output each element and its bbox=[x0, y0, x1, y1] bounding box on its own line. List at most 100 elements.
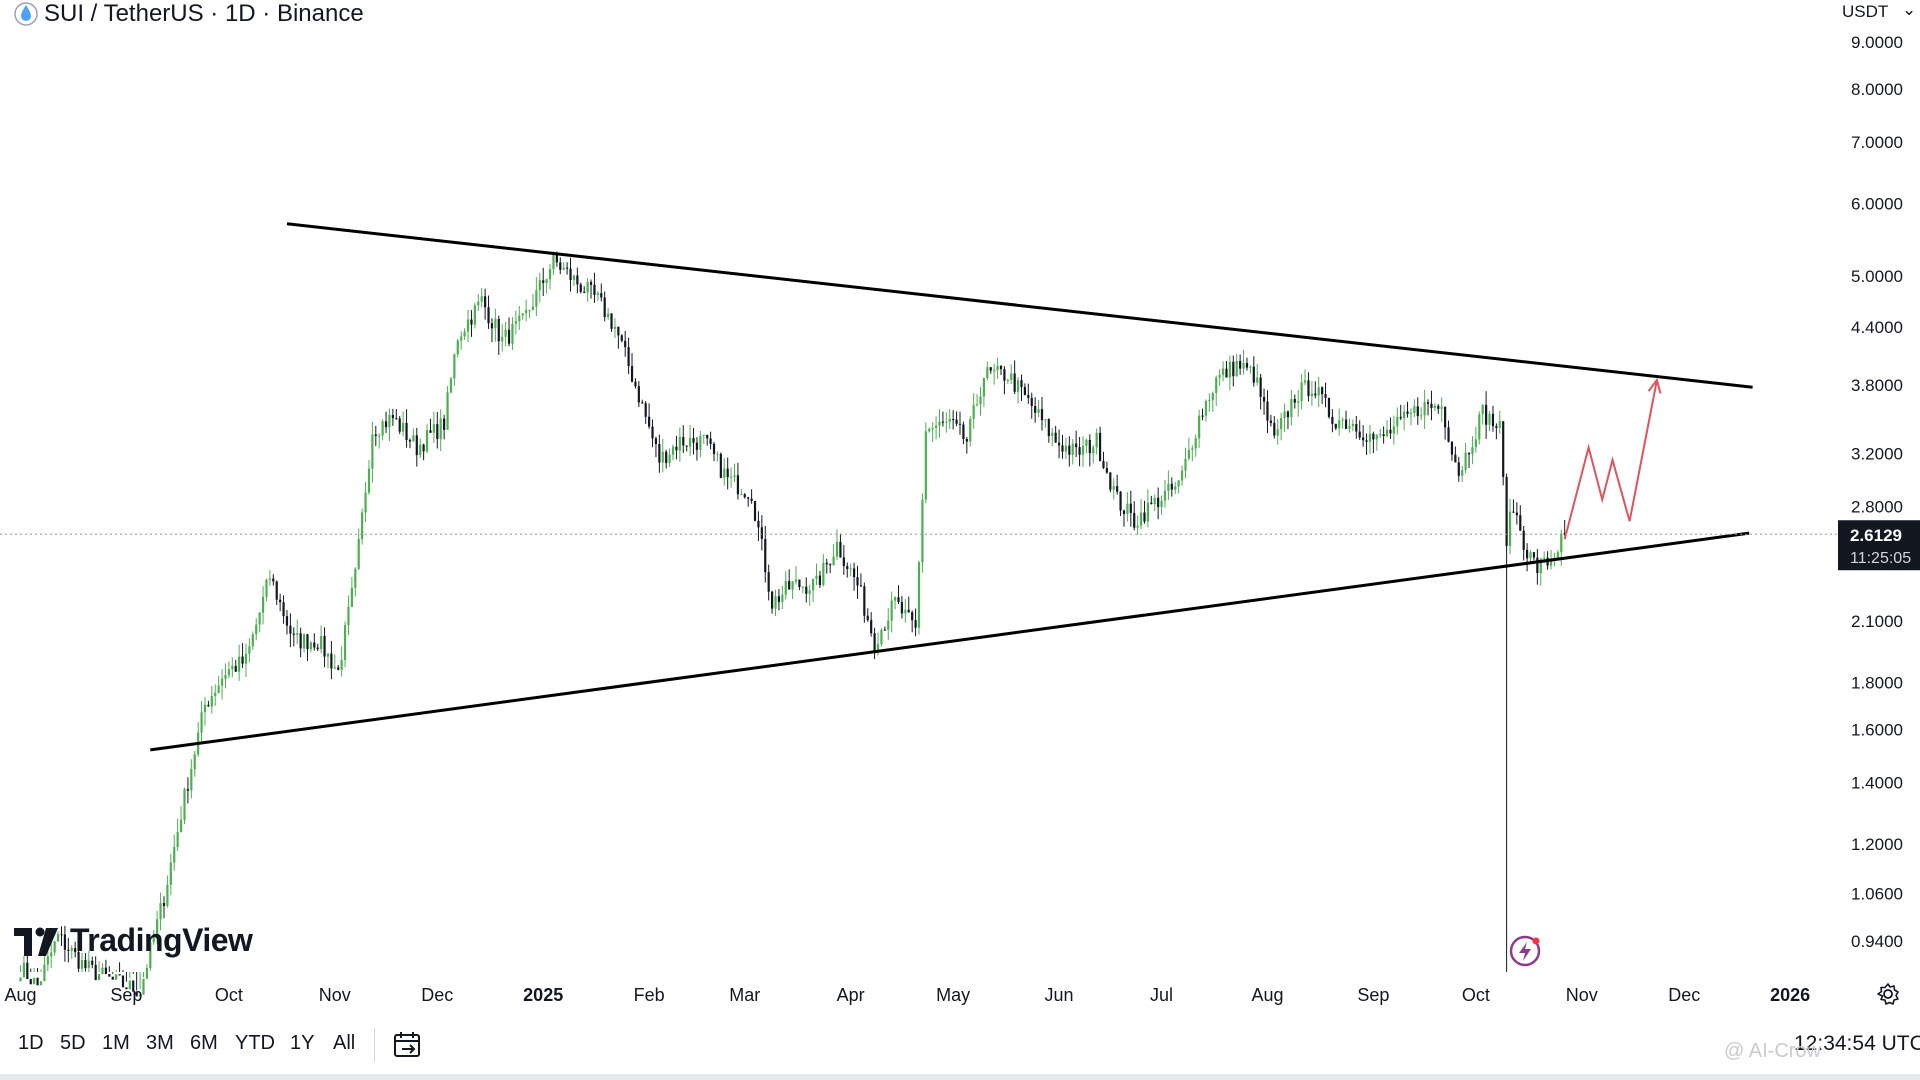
candle bbox=[846, 562, 849, 578]
candle bbox=[152, 930, 155, 945]
candle bbox=[911, 610, 914, 633]
candle bbox=[658, 434, 661, 473]
candle bbox=[292, 627, 295, 647]
lightning-icon[interactable] bbox=[1508, 934, 1542, 968]
calendar-goto-icon[interactable] bbox=[392, 1030, 424, 1060]
candle bbox=[982, 377, 986, 407]
candle bbox=[1218, 369, 1221, 386]
candle bbox=[159, 892, 162, 931]
candle bbox=[1491, 405, 1495, 432]
candle bbox=[1160, 495, 1163, 515]
candle bbox=[866, 608, 869, 622]
projection-path[interactable] bbox=[1563, 379, 1658, 540]
candle bbox=[149, 940, 152, 971]
candle bbox=[1061, 434, 1064, 459]
trendline-upper[interactable] bbox=[286, 222, 1753, 389]
candle bbox=[890, 591, 893, 633]
candle bbox=[788, 569, 791, 590]
candle bbox=[402, 411, 405, 437]
candle bbox=[641, 399, 644, 404]
candle bbox=[1075, 430, 1078, 458]
candle bbox=[1129, 490, 1132, 527]
range-button-1d[interactable]: 1D bbox=[18, 1032, 44, 1054]
candle bbox=[494, 308, 497, 342]
candle bbox=[456, 338, 459, 358]
utc-clock[interactable]: 12:34:54 UTC bbox=[1794, 1032, 1920, 1055]
candle bbox=[487, 295, 490, 329]
candle bbox=[138, 972, 142, 997]
candle bbox=[1143, 500, 1146, 524]
candle bbox=[1444, 406, 1447, 440]
candle bbox=[1515, 502, 1518, 525]
candle bbox=[323, 627, 326, 668]
candle bbox=[842, 545, 845, 575]
candle bbox=[1485, 391, 1488, 439]
candle bbox=[1508, 498, 1512, 555]
range-button-all[interactable]: All bbox=[333, 1032, 356, 1054]
candle bbox=[900, 595, 904, 619]
range-button-ytd[interactable]: YTD bbox=[235, 1032, 275, 1054]
candle bbox=[1536, 548, 1539, 585]
candle bbox=[514, 310, 517, 335]
candle bbox=[1095, 428, 1098, 455]
time-tick-label: May bbox=[936, 985, 970, 1005]
candle bbox=[306, 633, 309, 661]
candle bbox=[1317, 376, 1320, 407]
time-tick-label: Apr bbox=[837, 985, 865, 1005]
candle bbox=[91, 956, 94, 969]
candle bbox=[1276, 418, 1279, 445]
candle bbox=[825, 558, 828, 574]
candle bbox=[432, 411, 435, 443]
candle bbox=[1447, 420, 1450, 443]
candle bbox=[1239, 354, 1242, 375]
symbol-title[interactable]: SUI / TetherUS · 1D · Binance bbox=[44, 0, 364, 27]
candle bbox=[1526, 543, 1529, 572]
bar-countdown: 11:25:05 bbox=[1850, 550, 1911, 567]
range-button-3m[interactable]: 3M bbox=[146, 1032, 174, 1054]
range-button-1m[interactable]: 1M bbox=[102, 1032, 130, 1054]
time-tick-label: Oct bbox=[215, 985, 243, 1005]
candle bbox=[490, 318, 494, 343]
candle bbox=[279, 593, 282, 612]
candle bbox=[989, 366, 992, 374]
candle bbox=[1563, 519, 1566, 537]
candle bbox=[1194, 434, 1197, 457]
candle bbox=[422, 443, 425, 461]
candle bbox=[1481, 404, 1484, 425]
candle bbox=[169, 853, 172, 896]
candle bbox=[1105, 461, 1108, 474]
candle bbox=[340, 646, 343, 677]
candle bbox=[1321, 386, 1324, 405]
time-tick-label: Sep bbox=[110, 985, 142, 1005]
time-tick-label: Jul bbox=[1150, 985, 1173, 1005]
candle bbox=[33, 968, 36, 985]
candle bbox=[668, 448, 671, 467]
trendline-lower[interactable] bbox=[150, 531, 1750, 752]
time-axis[interactable]: Aug Sep Oct Nov Dec 2025 Feb Mar Apr May Jun Jul Aug… bbox=[4, 985, 1810, 1005]
candle bbox=[507, 317, 511, 347]
candle bbox=[1242, 349, 1245, 375]
range-button-1y[interactable]: 1Y bbox=[290, 1032, 315, 1054]
candle bbox=[682, 425, 685, 454]
candle bbox=[1324, 382, 1327, 408]
candle bbox=[203, 697, 207, 726]
chevron-down-icon[interactable]: ⌄ bbox=[1902, 0, 1917, 19]
candle bbox=[1201, 408, 1204, 421]
currency-selector[interactable]: USDT bbox=[1842, 2, 1889, 21]
candle bbox=[743, 493, 746, 499]
range-button-5d[interactable]: 5D bbox=[60, 1032, 86, 1054]
candle bbox=[186, 777, 189, 804]
candle bbox=[374, 425, 377, 447]
candle bbox=[1420, 407, 1423, 421]
candle bbox=[880, 628, 883, 647]
candle bbox=[1245, 357, 1249, 371]
candlestick-chart[interactable]: 9.0000 8.0000 7.0000 6.0000 5.0000 4.4000 3.80… bbox=[0, 0, 1920, 1016]
candle bbox=[176, 818, 179, 852]
candle bbox=[928, 427, 931, 433]
candle bbox=[904, 599, 907, 623]
price-axis[interactable]: 9.0000 8.0000 7.0000 6.0000 5.0000 4.4000 3.80… bbox=[1838, 33, 1920, 951]
candle bbox=[730, 467, 733, 488]
gear-icon[interactable] bbox=[1876, 982, 1900, 1006]
candle bbox=[1225, 360, 1228, 378]
range-button-6m[interactable]: 6M bbox=[190, 1032, 218, 1054]
